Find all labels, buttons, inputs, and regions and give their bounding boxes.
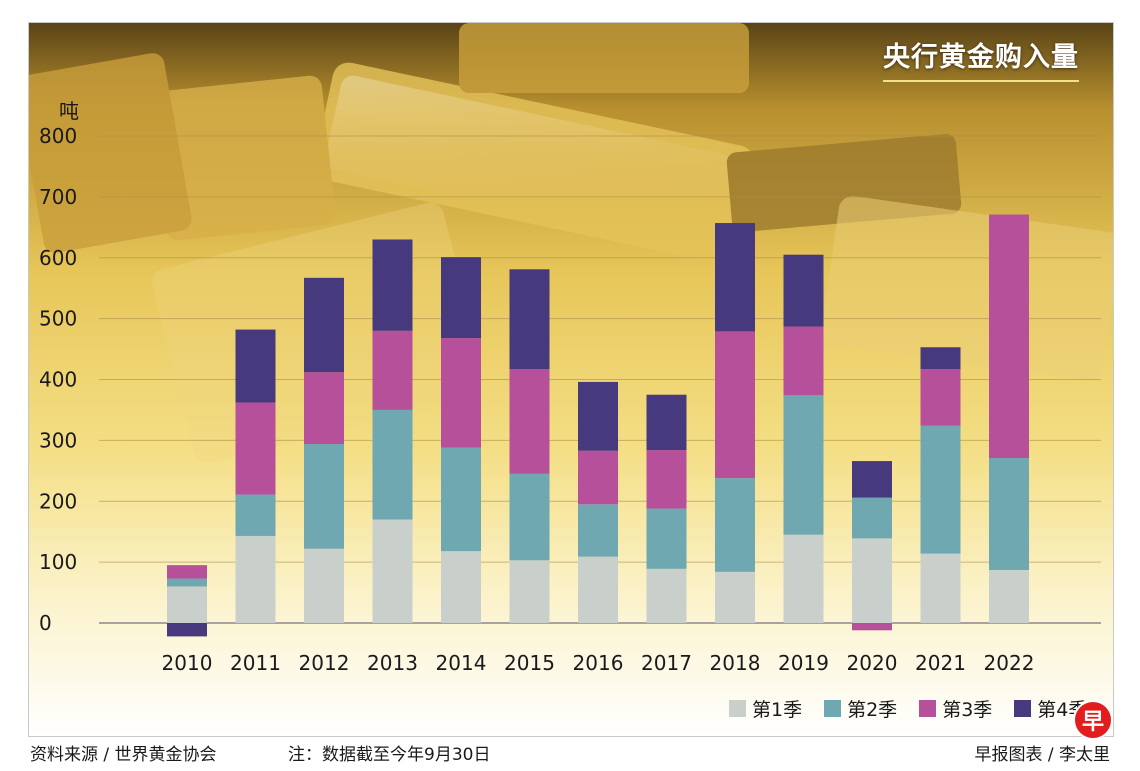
bar-2017-q4 — [646, 394, 687, 451]
legend-item-q1: 第1季 — [729, 695, 802, 722]
x-tick-label-2020: 2020 — [847, 651, 898, 675]
credit-text: 早报图表 / 李太里 — [974, 745, 1110, 765]
bar-2013-q3 — [372, 330, 413, 410]
bar-2013-q4 — [372, 239, 413, 331]
bar-2017-q1 — [646, 568, 687, 623]
bar-2012-q3 — [304, 372, 344, 445]
x-tick-label-2013: 2013 — [367, 651, 418, 675]
bar-2011-q4 — [235, 329, 276, 403]
bar-2022-q3 — [989, 214, 1029, 459]
bar-2011-q1 — [235, 535, 276, 623]
bar-2011-q3 — [235, 402, 276, 495]
bar-2014-q4 — [441, 257, 481, 339]
bar-2010-q2 — [167, 578, 207, 587]
x-tick-label-2017: 2017 — [641, 651, 692, 675]
bar-2014-q3 — [441, 338, 481, 448]
bar-2016-q4 — [578, 381, 618, 451]
bar-2015-q1 — [509, 560, 550, 623]
x-tick-label-2011: 2011 — [230, 651, 281, 675]
y-tick-label-0: 0 — [39, 611, 52, 635]
y-tick-label-200: 200 — [39, 489, 77, 513]
bar-2022-q2 — [989, 458, 1029, 571]
bar-2016-q1 — [578, 556, 618, 623]
footer: 资料来源 / 世界黄金协会 注：数据截至今年9月30日 早报图表 / 李太里 — [0, 737, 1140, 767]
x-tick-label-2018: 2018 — [710, 651, 761, 675]
zaobao-logo: 早 — [1073, 700, 1113, 740]
bar-2021-q4 — [920, 347, 961, 370]
bar-2022-q1 — [989, 570, 1029, 623]
bar-2014-q2 — [441, 447, 481, 552]
legend-label-q1: 第1季 — [752, 699, 803, 721]
y-axis-ticks: 0 100 200 300 400 500 600 700 800 — [39, 124, 77, 635]
bar-2013-q2 — [372, 409, 413, 520]
bar-2020-q2 — [852, 497, 892, 539]
legend-swatch-q2 — [824, 700, 842, 717]
bar-2018-q2 — [715, 478, 755, 572]
y-tick-label-500: 500 — [39, 307, 77, 331]
y-axis-unit: 吨 — [59, 99, 79, 123]
legend-item-q3: 第3季 — [919, 695, 992, 722]
title-underline — [883, 80, 1079, 82]
bar-2010-q4 — [167, 623, 207, 637]
y-tick-label-300: 300 — [39, 428, 77, 452]
bar-2012-q4 — [304, 277, 344, 373]
bar-2010-q3 — [167, 565, 207, 579]
source-text: 资料来源 / 世界黄金协会 — [30, 745, 217, 765]
bar-2019-q1 — [783, 534, 824, 623]
legend-label-q3: 第3季 — [942, 699, 993, 721]
bar-2020-q1 — [852, 538, 892, 623]
legend-swatch-q4 — [1014, 700, 1032, 717]
x-tick-label-2016: 2016 — [573, 651, 624, 675]
y-tick-label-800: 800 — [39, 124, 77, 148]
x-tick-label-2021: 2021 — [915, 651, 966, 675]
x-tick-label-2019: 2019 — [778, 651, 829, 675]
x-tick-label-2012: 2012 — [299, 651, 350, 675]
bar-2021-q3 — [920, 369, 961, 426]
legend-item-q2: 第2季 — [824, 695, 897, 722]
bar-2013-q1 — [372, 519, 413, 623]
bar-2018-q3 — [715, 331, 755, 479]
y-tick-label-700: 700 — [39, 185, 77, 209]
x-axis-ticks: 2010 2011 2012 2013 2014 2015 2016 2017 2018 2019… — [162, 651, 1035, 675]
bar-2019-q3 — [783, 326, 824, 396]
note-text: 注：数据截至今年9月30日 — [288, 745, 491, 765]
bar-series — [167, 214, 1029, 637]
bar-2015-q4 — [509, 269, 550, 370]
x-tick-label-2010: 2010 — [162, 651, 213, 675]
legend-label-q2: 第2季 — [847, 699, 898, 721]
bar-2012-q2 — [304, 444, 344, 549]
y-tick-label-400: 400 — [39, 368, 77, 392]
bar-2017-q2 — [646, 508, 687, 569]
bar-2021-q2 — [920, 425, 961, 554]
bar-2020-q3 — [852, 623, 892, 631]
legend: 第1季 第2季 第3季 第4季 — [729, 695, 1087, 722]
x-tick-label-2014: 2014 — [436, 651, 487, 675]
bar-2015-q3 — [509, 369, 550, 474]
chart-title: 央行黄金购入量 — [883, 42, 1079, 73]
bar-2017-q3 — [646, 450, 687, 509]
legend-swatch-q3 — [919, 700, 937, 717]
bar-2011-q2 — [235, 494, 276, 536]
bar-2020-q4 — [852, 461, 892, 498]
x-tick-label-2022: 2022 — [984, 651, 1035, 675]
bar-2019-q2 — [783, 395, 824, 535]
y-tick-label-600: 600 — [39, 246, 77, 270]
bar-2012-q1 — [304, 548, 344, 623]
bar-2016-q2 — [578, 504, 618, 557]
bar-2010-q1 — [167, 586, 207, 623]
bar-2019-q4 — [783, 254, 824, 327]
chart-title-box: 央行黄金购入量 — [883, 35, 1079, 82]
bar-2018-q1 — [715, 571, 755, 623]
bar-2016-q3 — [578, 450, 618, 505]
legend-swatch-q1 — [729, 700, 746, 717]
bar-2015-q2 — [509, 473, 550, 561]
bar-2021-q1 — [920, 553, 961, 623]
bar-2018-q4 — [715, 223, 755, 332]
y-tick-label-100: 100 — [39, 550, 77, 574]
chart-panel: 0 100 200 300 400 500 600 700 800 2010 2011 2012 20… — [28, 22, 1114, 737]
x-tick-label-2015: 2015 — [504, 651, 555, 675]
bar-2014-q1 — [441, 551, 481, 623]
